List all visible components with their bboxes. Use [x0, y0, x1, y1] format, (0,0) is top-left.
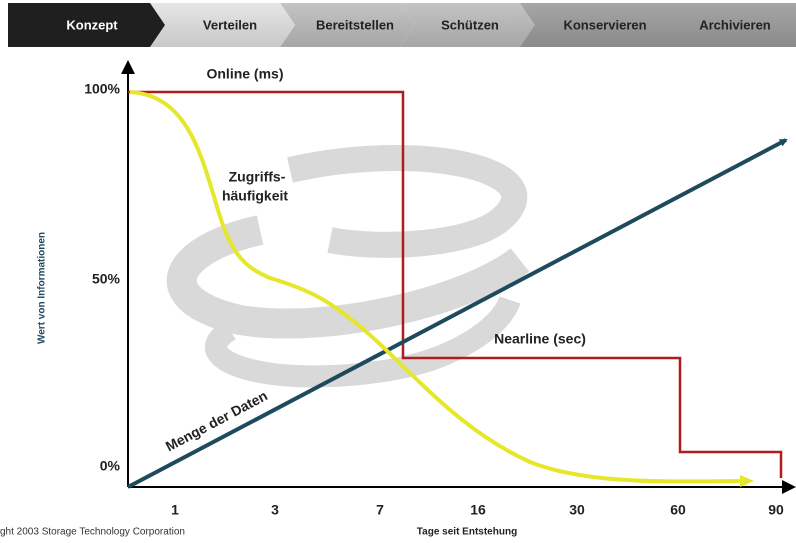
- data-amount-line: [127, 138, 788, 489]
- x-label: 1: [171, 502, 179, 518]
- stage-bar: Konzept Verteilen Bereitstellen Schützen…: [8, 3, 796, 47]
- stage-label: Bereitstellen: [316, 17, 394, 32]
- stage-shape: [8, 3, 165, 47]
- x-label: 30: [569, 502, 585, 518]
- stage-shape: [280, 3, 415, 47]
- online-label: Online (ms): [206, 66, 283, 82]
- x-label: 16: [470, 502, 486, 518]
- x-label: 7: [376, 502, 384, 518]
- x-label: 60: [670, 502, 686, 518]
- stage-label: Archivieren: [699, 17, 771, 32]
- watermark: [166, 145, 530, 388]
- stage-label: Verteilen: [203, 17, 257, 32]
- nearline-label: Nearline (sec): [494, 331, 586, 347]
- access-label: Zugriffs-: [229, 169, 286, 185]
- storage-tier-line: [128, 90, 783, 478]
- stage-shape: [400, 3, 535, 47]
- stage-label: Konzept: [66, 17, 118, 32]
- access-label: häufigkeit: [222, 188, 288, 204]
- stage-label: Konservieren: [563, 17, 646, 32]
- x-label: 3: [271, 502, 279, 518]
- y-axis-arrow: [121, 60, 135, 74]
- y-label: 50%: [92, 271, 121, 287]
- access-curve: [129, 90, 754, 488]
- stage-shape: [150, 3, 295, 47]
- y-axis-title: Wert von Informationen: [37, 232, 48, 344]
- x-axis-arrow: [782, 480, 796, 494]
- x-axis-title: Tage seit Entstehung: [417, 527, 517, 538]
- y-label: 100%: [84, 81, 120, 97]
- copyright: ght 2003 Storage Technology Corporation: [0, 527, 185, 538]
- stage-label: Schützen: [441, 17, 499, 32]
- y-label: 0%: [100, 458, 121, 474]
- x-label: 90: [768, 502, 784, 518]
